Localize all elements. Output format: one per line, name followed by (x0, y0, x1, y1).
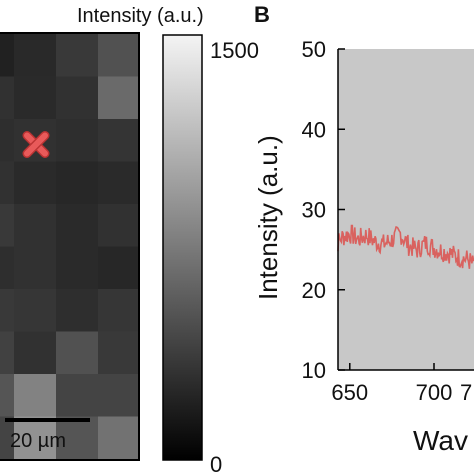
heatmap-cell (98, 161, 140, 204)
y-tick-label: 40 (302, 117, 326, 142)
heatmap-cell (14, 374, 56, 417)
heatmap-cell (0, 289, 14, 332)
colorbar-label: Intensity (a.u.) (77, 5, 204, 27)
heatmap-cell (98, 76, 140, 119)
heatmap-cell (0, 246, 14, 289)
colorbar-tick-min: 0 (210, 452, 222, 474)
y-tick-label: 50 (302, 37, 326, 62)
x-axis-label: Wav (413, 425, 468, 456)
colorbar-tick-max: 1500 (210, 38, 259, 63)
heatmap-cell (0, 374, 14, 417)
heatmap-cell (56, 289, 98, 332)
x-ticks: 650 700 7 (331, 363, 472, 405)
heatmap-cell (14, 246, 56, 289)
heatmap-cell (98, 119, 140, 162)
heatmap-cell (56, 161, 98, 204)
heatmap-cell (0, 34, 14, 77)
heatmap-cell (0, 161, 14, 204)
heatmap-cell (98, 34, 140, 77)
x-tick-label: 700 (416, 380, 453, 405)
heatmap-cell (14, 331, 56, 374)
heatmap-cell (14, 416, 56, 459)
heatmap-cell (98, 331, 140, 374)
cross-marker-icon (22, 131, 50, 158)
x-tick-label: 650 (331, 380, 368, 405)
y-ticks: 10 20 30 40 50 (302, 37, 345, 383)
heatmap-cell (56, 374, 98, 417)
y-tick-label: 30 (302, 198, 326, 223)
heatmap-frame (0, 32, 140, 461)
y-tick-label: 20 (302, 278, 326, 303)
heatmap-cell (0, 416, 14, 459)
heatmap-cell (14, 34, 56, 77)
heatmap-cell (14, 161, 56, 204)
plot-area (338, 49, 474, 370)
heatmap-cell (0, 119, 14, 162)
heatmap-cell (56, 246, 98, 289)
heatmap-cell (56, 76, 98, 119)
heatmap-cell (56, 331, 98, 374)
spectrum-line (337, 224, 474, 269)
scale-bar-label: 20 µm (10, 430, 66, 452)
y-tick-label: 10 (302, 358, 326, 383)
heatmap-cell (98, 204, 140, 247)
heatmap-cell (56, 119, 98, 162)
heatmap-cell (98, 374, 140, 417)
heatmap-cell (0, 204, 14, 247)
heatmap-cell (0, 76, 14, 119)
colorbar (162, 34, 203, 461)
heatmap-cell (14, 204, 56, 247)
heatmap-cell (56, 416, 98, 459)
heatmap-cell (98, 246, 140, 289)
panel-b-letter: B (254, 2, 270, 27)
heatmap-cell (98, 289, 140, 332)
heatmap-cell (56, 34, 98, 77)
heatmap-cell (14, 289, 56, 332)
y-axis-label: Intensity (a.u.) (253, 135, 283, 300)
heatmap-cell (56, 204, 98, 247)
heatmap-cell (14, 76, 56, 119)
heatmap-cell (0, 331, 14, 374)
heatmap-cell (98, 416, 140, 459)
x-tick-label: 7 (460, 380, 472, 405)
heatmap-cells (0, 34, 140, 459)
